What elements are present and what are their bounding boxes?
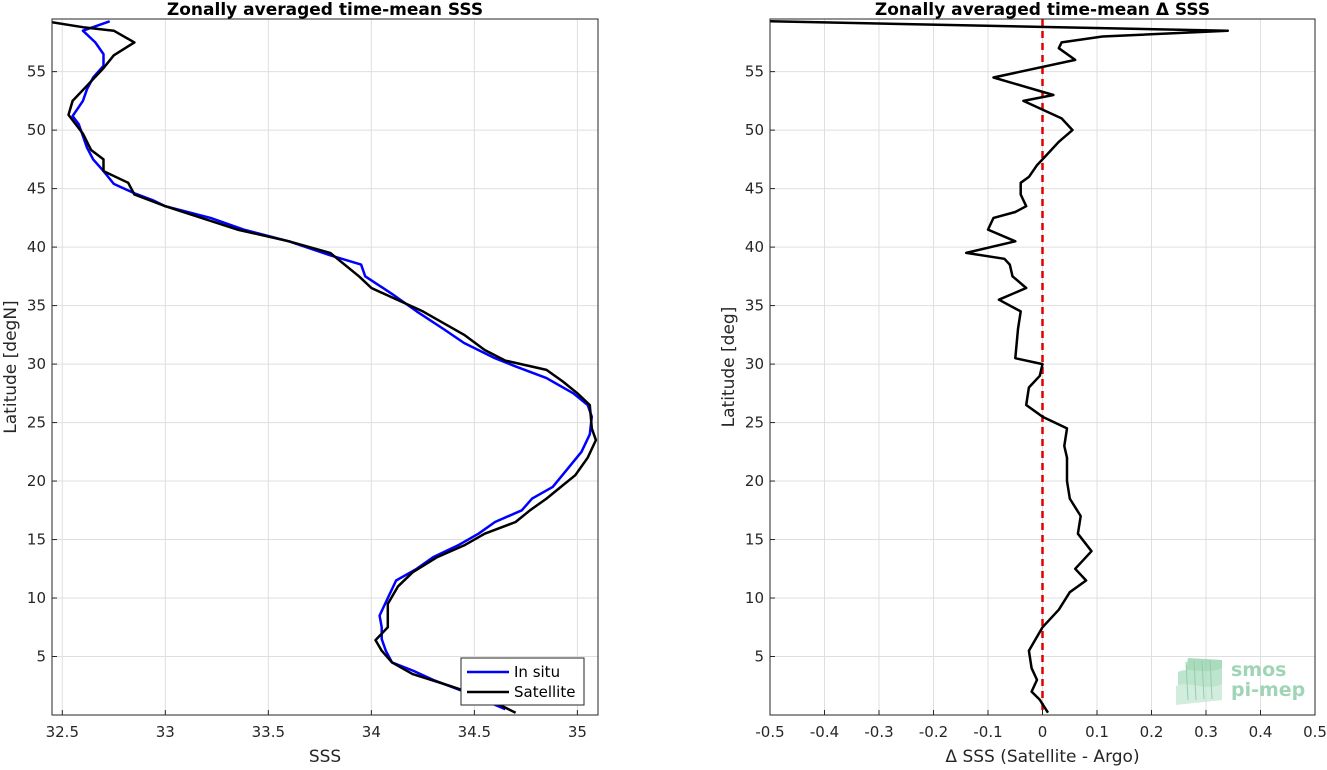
right-x-tick-label: -0.5 [755, 723, 784, 741]
left-y-tick-label: 15 [27, 531, 46, 549]
left-chart-title: Zonally averaged time-mean SSS [167, 0, 483, 20]
legend-label-satellite: Satellite [514, 683, 575, 701]
left-y-tick-label: 45 [27, 180, 46, 198]
left-axes-background [52, 19, 598, 715]
right-y-tick-label: 35 [745, 297, 764, 315]
right-y-tick-label: 30 [745, 355, 764, 373]
left-y-tick-label: 25 [27, 414, 46, 432]
right-x-tick-label: -0.1 [973, 723, 1002, 741]
right-x-tick-label: 0.5 [1303, 723, 1327, 741]
left-y-tick-label: 50 [27, 121, 46, 139]
right-x-tick-label: 0 [1038, 723, 1048, 741]
left-x-axis-label: SSS [309, 747, 341, 766]
right-y-tick-label: 55 [745, 63, 764, 81]
left-plot: 32.5 33 33.5 34 34.5 35 5 10 15 20 25 30 35 40 45 50 55 Z… [1, 0, 599, 767]
right-y-tick-label: 45 [745, 180, 764, 198]
right-chart-title: Zonally averaged time-mean Δ SSS [875, 0, 1210, 20]
left-y-tick-label: 35 [27, 297, 46, 315]
left-x-tick-label: 33 [156, 723, 175, 741]
right-x-tick-label: -0.2 [919, 723, 948, 741]
left-y-tick-label: 40 [27, 238, 46, 256]
left-x-tick-label: 35 [568, 723, 587, 741]
legend-label-in-situ: In situ [514, 663, 560, 681]
right-y-tick-label: 50 [745, 121, 764, 139]
left-y-tick-label: 30 [27, 355, 46, 373]
left-x-tick-label: 32.5 [46, 723, 79, 741]
right-x-tick-label: 0.3 [1194, 723, 1218, 741]
left-y-axis-label: Latitude [degN] [1, 300, 21, 433]
logo-text-pi-mep: pi-mep [1231, 679, 1305, 701]
right-x-axis-label: Δ SSS (Satellite - Argo) [945, 747, 1139, 766]
right-x-tick-label: -0.3 [864, 723, 893, 741]
right-y-tick-label: 40 [745, 238, 764, 256]
left-y-tick-label: 10 [27, 589, 46, 607]
right-y-tick-label: 25 [745, 414, 764, 432]
right-y-tick-label: 15 [745, 531, 764, 549]
left-x-tick-label: 34.5 [458, 723, 491, 741]
right-x-tick-label: 0.2 [1140, 723, 1164, 741]
left-x-tick-label: 33.5 [252, 723, 285, 741]
left-y-tick-label: 55 [27, 63, 46, 81]
logo-text-smos: smos [1231, 659, 1286, 681]
left-series-line-satellite [52, 21, 598, 714]
left-series-line-in-situ [71, 20, 594, 711]
legend: In situ Satellite [460, 657, 585, 706]
smos-pi-mep-logo: smos pi-mep [1176, 658, 1305, 705]
right-axes-frame [769, 18, 1316, 716]
left-x-tick-label: 34 [362, 723, 381, 741]
legend-box [460, 657, 585, 706]
left-axes-frame [51, 18, 599, 716]
right-x-tick-label: -0.4 [810, 723, 839, 741]
left-y-tick-label: 5 [36, 648, 46, 666]
right-y-axis-label: Latitude [deg] [719, 307, 739, 428]
right-plot: -0.5 -0.4 -0.3 -0.2 -0.1 0 0.1 0.2 0.3 0.4 0.5 5 10 1… [719, 0, 1327, 767]
right-series-line-series-0 [770, 20, 1230, 714]
right-x-tick-label: 0.1 [1085, 723, 1109, 741]
right-y-tick-label: 10 [745, 589, 764, 607]
left-y-tick-label: 20 [27, 472, 46, 490]
right-y-tick-label: 5 [754, 648, 764, 666]
wave-icon [1176, 658, 1222, 705]
right-y-tick-label: 20 [745, 472, 764, 490]
right-x-tick-label: 0.4 [1249, 723, 1273, 741]
